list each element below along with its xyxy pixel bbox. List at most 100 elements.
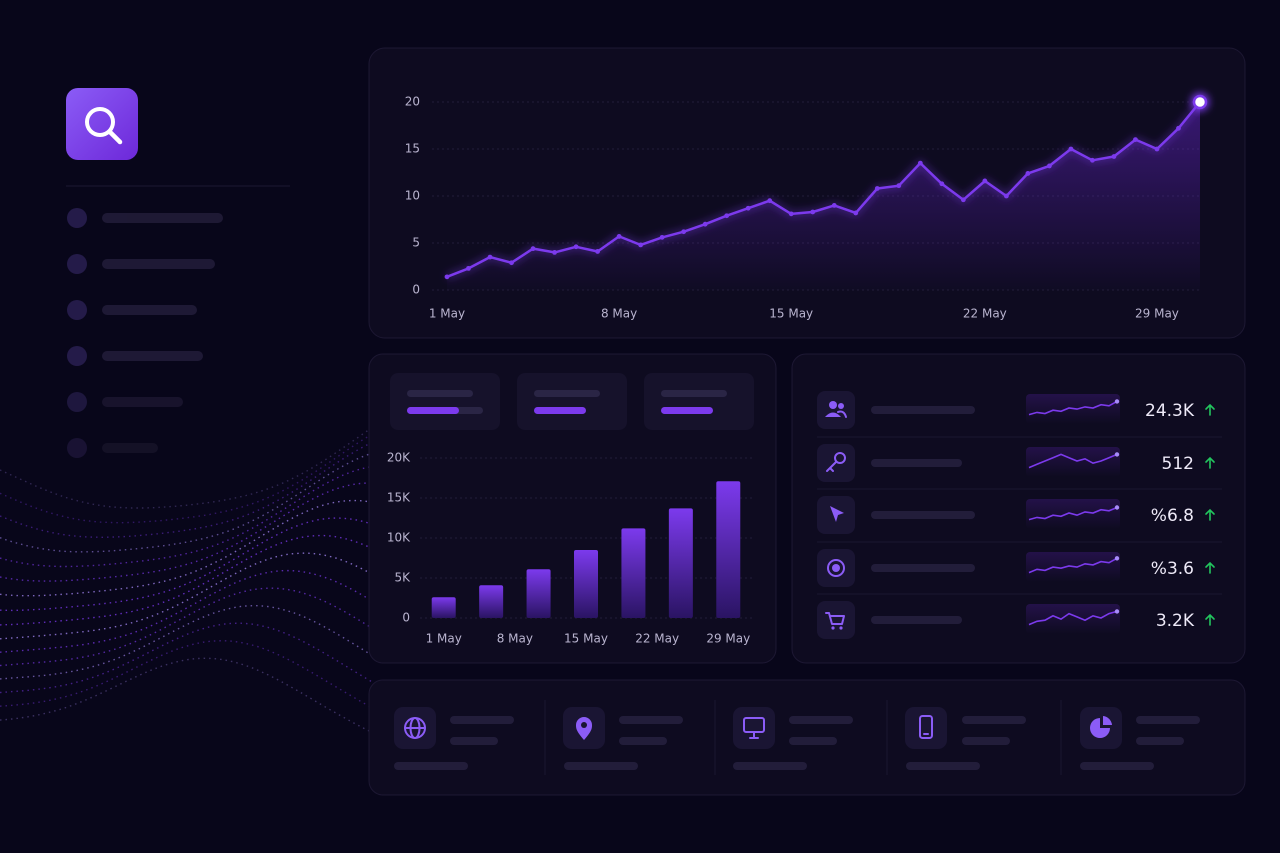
- wave-line: [0, 534, 373, 626]
- wave-line: [0, 452, 373, 553]
- point: [1003, 193, 1009, 199]
- sparkline: [1028, 400, 1118, 416]
- sidebar: [66, 88, 290, 458]
- y-tick-label: 10: [405, 189, 420, 203]
- metric-value: 3.2K: [1156, 611, 1195, 631]
- metric-value: %3.6: [1151, 559, 1194, 579]
- wave-line: [0, 657, 373, 734]
- bar: [621, 528, 646, 618]
- search-button[interactable]: [66, 88, 138, 160]
- point: [1090, 157, 1095, 163]
- x-tick-label: 22 May: [635, 632, 679, 646]
- bar: [574, 550, 598, 618]
- point: [982, 178, 988, 184]
- point: [595, 249, 600, 254]
- point: [638, 242, 644, 248]
- x-tick-label: 8 May: [601, 307, 637, 321]
- metric-value: 24.3K: [1145, 401, 1195, 421]
- point: [831, 203, 837, 208]
- point: [530, 246, 536, 252]
- metric-icons: [817, 391, 1222, 639]
- wave-line: [0, 482, 373, 582]
- metrics-card: [791, 353, 1246, 664]
- point: [552, 250, 557, 255]
- sparkline: [1028, 506, 1118, 521]
- sparkline-end: [1114, 505, 1120, 510]
- wave-line: [0, 441, 373, 539]
- point: [939, 181, 945, 187]
- x-tick-label: 8 May: [497, 632, 533, 646]
- point: [702, 221, 708, 227]
- point: [1025, 171, 1031, 176]
- x-tick-label: 29 May: [706, 632, 750, 646]
- search-icon: [85, 107, 115, 137]
- sparkline: [1028, 610, 1118, 626]
- summary-boxes: [390, 373, 754, 430]
- point: [1176, 125, 1181, 131]
- x-tick-label: 29 May: [1135, 307, 1179, 321]
- point: [960, 197, 966, 203]
- bar: [716, 481, 741, 618]
- bar: [526, 569, 551, 618]
- point: [1068, 146, 1074, 152]
- point: [853, 210, 859, 216]
- x-tick-label: 1 May: [426, 632, 462, 646]
- wave-line: [0, 433, 373, 524]
- metric-value: 512: [1162, 454, 1194, 474]
- point: [659, 234, 665, 240]
- wave-line: [0, 552, 373, 640]
- point: [724, 213, 730, 219]
- point: [745, 205, 751, 211]
- bar: [479, 585, 504, 618]
- y-tick-label: 20K: [387, 451, 411, 465]
- point: [573, 244, 579, 250]
- point: [810, 209, 816, 215]
- y-tick-label: 5: [412, 236, 420, 250]
- y-tick-label: 15: [405, 142, 420, 156]
- x-tick-label: 1 May: [429, 307, 465, 321]
- point: [509, 260, 514, 266]
- point: [1047, 163, 1052, 169]
- wave-decoration: [0, 427, 373, 734]
- sparkline-end: [1114, 452, 1120, 457]
- y-tick-label: 0: [412, 283, 420, 297]
- y-tick-label: 0: [402, 611, 410, 625]
- point: [1111, 154, 1117, 159]
- x-tick-label: 15 May: [769, 307, 813, 321]
- wave-line: [0, 499, 373, 597]
- y-tick-label: 5K: [394, 571, 411, 585]
- point: [466, 265, 471, 271]
- wave-line: [0, 465, 373, 568]
- wave-line: [0, 622, 373, 694]
- y-tick-label: 20: [405, 95, 420, 109]
- line: [446, 101, 1201, 278]
- sparkline: [1028, 557, 1118, 574]
- y-tick-label: 15K: [387, 491, 411, 505]
- sparkline-bg: [1026, 604, 1120, 634]
- point: [487, 254, 493, 260]
- point: [681, 229, 687, 235]
- sparkline: [1028, 453, 1118, 469]
- nav-placeholders: [67, 208, 223, 458]
- sparkline-end: [1114, 556, 1120, 561]
- bar: [668, 508, 693, 618]
- x-tick-label: 15 May: [564, 632, 608, 646]
- highlight-point: [1192, 94, 1208, 110]
- x-tick-label: 22 May: [963, 307, 1007, 321]
- point: [896, 183, 902, 189]
- source-items: [394, 700, 1200, 775]
- point: [917, 160, 923, 166]
- metric-value: %6.8: [1151, 506, 1194, 526]
- sparkline-end: [1114, 609, 1120, 614]
- wave-line: [0, 427, 373, 509]
- wave-line: [0, 587, 373, 667]
- point: [788, 211, 794, 217]
- point: [1133, 137, 1138, 143]
- point: [1154, 146, 1160, 152]
- point: [444, 274, 450, 280]
- sparkline-bg: [1026, 447, 1120, 477]
- point: [616, 234, 622, 239]
- bar: [431, 597, 456, 618]
